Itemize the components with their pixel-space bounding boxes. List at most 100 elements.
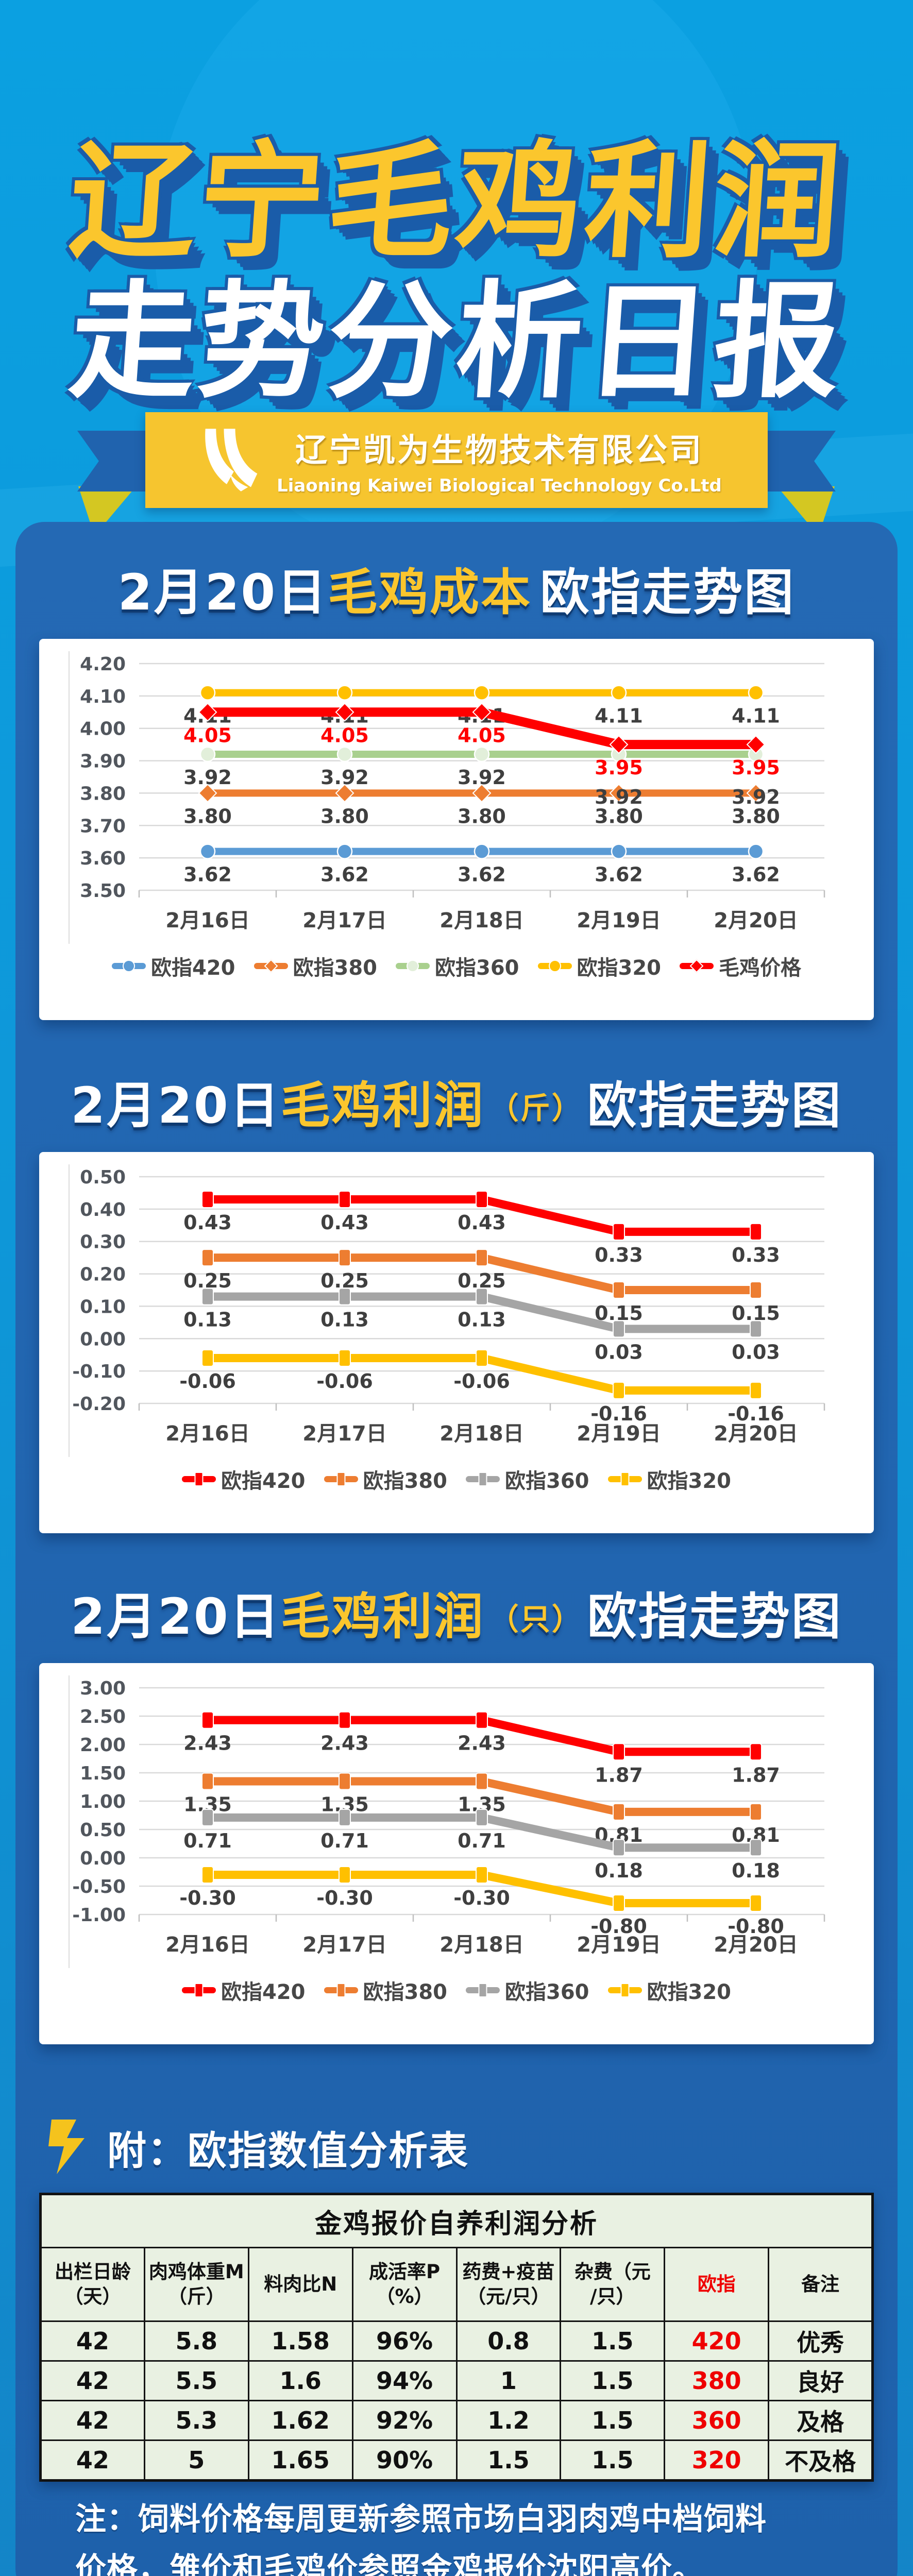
legend-label: 欧指380: [363, 1469, 448, 1493]
company-names: 辽宁凯为生物技术有限公司 Liaoning Kaiwei Biological …: [277, 424, 722, 496]
profit-analysis-table: 金鸡报价自养利润分析 出栏日龄 （天） 肉鸡体重M （斤） 料肉比N 成活率P （%）…: [39, 2193, 874, 2482]
svg-text:2月16日: 2月16日: [165, 1933, 250, 1957]
table-cell: 92%: [351, 2400, 458, 2441]
legend-item: 欧指420: [112, 951, 235, 981]
svg-text:0.43: 0.43: [458, 1211, 506, 1234]
svg-text:0.33: 0.33: [732, 1243, 780, 1266]
svg-text:1.87: 1.87: [732, 1764, 780, 1786]
legend-item: 欧指360: [466, 1464, 589, 1494]
svg-text:2月17日: 2月17日: [302, 1422, 387, 1446]
svg-text:-0.10: -0.10: [72, 1361, 126, 1382]
company-name-cn: 辽宁凯为生物技术有限公司: [295, 431, 703, 469]
footnote-line1: 注：饲料价格每周更新参照市场白羽肉鸡中档饲料: [75, 2501, 767, 2537]
chart-section-profit-jin: 2月20日毛鸡利润 （斤）欧指走势图 0.50 0.40 0.30 0.20 0.10 0.…: [0, 1077, 913, 1533]
section-title-cost: 2月20日毛鸡成本 欧指走势图: [0, 564, 913, 621]
legend-label: 欧指420: [221, 1980, 306, 2004]
table-cell: 5.8: [143, 2320, 249, 2362]
svg-text:2.50: 2.50: [80, 1706, 126, 1727]
svg-text:0.50: 0.50: [80, 1820, 126, 1841]
svg-text:0.03: 0.03: [732, 1341, 780, 1363]
table-cell: 360: [664, 2400, 770, 2441]
table-cell: 1: [455, 2360, 562, 2401]
section-title-profit-bird: 2月20日毛鸡利润 （只）欧指走势图: [0, 1588, 913, 1646]
profit-per-jin-line-chart: 0.50 0.40 0.30 0.20 0.10 0.00 -0.10 -0.20 2月16日 2…: [69, 1164, 825, 1457]
svg-text:0.43: 0.43: [183, 1211, 232, 1234]
svg-text:3.62: 3.62: [183, 863, 232, 886]
table-header-cell: 肉鸡体重M （斤）: [143, 2247, 249, 2322]
table-cell: 0.8: [455, 2320, 562, 2362]
svg-text:2月19日: 2月19日: [577, 1933, 661, 1957]
svg-text:3.80: 3.80: [732, 805, 780, 827]
main-title-line2: 走势分析日报: [65, 269, 848, 415]
svg-text:4.10: 4.10: [80, 686, 126, 707]
main-title-line1: 辽宁毛鸡利润: [65, 129, 848, 275]
svg-text:2月19日: 2月19日: [577, 909, 661, 933]
chart-card-profit-bird: 3.00 2.50 2.00 1.50 1.00 0.50 0.00 -0.50 -1.00 2月…: [39, 1663, 874, 2044]
legend-item: 毛鸡价格: [680, 951, 801, 981]
svg-text:3.90: 3.90: [80, 751, 126, 772]
table-cell: 94%: [351, 2360, 458, 2401]
svg-text:4.05: 4.05: [320, 724, 369, 747]
svg-text:3.80: 3.80: [458, 805, 506, 827]
analysis-heading-text: 附：欧指数值分析表: [107, 2128, 469, 2174]
svg-text:3.00: 3.00: [80, 1678, 126, 1699]
svg-text:-1.00: -1.00: [72, 1905, 126, 1926]
legend-label: 欧指420: [221, 1469, 306, 1493]
svg-text:3.62: 3.62: [732, 863, 780, 886]
svg-text:-0.16: -0.16: [590, 1402, 647, 1425]
table-cell: 420: [664, 2320, 770, 2362]
table-row: 42 5 1.65 90% 1.5 1.5 320 不及格: [40, 2439, 873, 2481]
legend-label: 欧指360: [435, 956, 519, 980]
svg-text:3.95: 3.95: [595, 756, 643, 779]
svg-text:1.00: 1.00: [80, 1791, 126, 1812]
svg-text:3.50: 3.50: [80, 880, 126, 902]
chart-section-cost: 2月20日毛鸡成本 欧指走势图 4.20 4.10 4.00 3.90 3.80 3.70 3…: [0, 564, 913, 1020]
svg-text:0.13: 0.13: [320, 1308, 369, 1331]
table-cell: 1.62: [247, 2400, 353, 2441]
svg-text:0.18: 0.18: [595, 1859, 643, 1882]
legend-label: 毛鸡价格: [719, 956, 801, 980]
svg-text:2月17日: 2月17日: [302, 1933, 387, 1957]
chart-legend: 欧指420 欧指380 欧指360 欧指320: [39, 1460, 874, 1498]
svg-text:3.92: 3.92: [458, 766, 506, 789]
section-title-suffix: 欧指走势图: [540, 564, 796, 621]
svg-text:1.87: 1.87: [595, 1764, 643, 1786]
svg-text:0.20: 0.20: [80, 1264, 126, 1285]
table-cell: 1.5: [560, 2400, 666, 2441]
svg-text:-0.30: -0.30: [179, 1887, 236, 1909]
svg-text:-0.80: -0.80: [728, 1915, 784, 1938]
table-cell: 320: [664, 2439, 770, 2481]
svg-text:2月16日: 2月16日: [165, 1422, 250, 1446]
table-cell: 1.65: [247, 2439, 353, 2481]
table-cell: 不及格: [768, 2439, 873, 2481]
analysis-heading: 附：欧指数值分析表: [44, 2119, 469, 2176]
table-header-cell: 药费+疫苗 （元/只）: [455, 2247, 562, 2322]
legend-label: 欧指320: [647, 1980, 732, 2004]
section-title-suffix: 欧指走势图: [587, 1077, 842, 1134]
svg-text:2月18日: 2月18日: [439, 909, 524, 933]
company-ribbon: 辽宁凯为生物技术有限公司 Liaoning Kaiwei Biological …: [145, 412, 768, 508]
svg-text:0.43: 0.43: [320, 1211, 369, 1234]
svg-text:0.00: 0.00: [80, 1329, 126, 1350]
table-cell: 1.5: [560, 2360, 666, 2401]
section-title-suffix: 欧指走势图: [587, 1588, 842, 1646]
section-title-date: 2月20日: [71, 1588, 281, 1646]
svg-text:3.80: 3.80: [595, 805, 643, 827]
table-cell: 1.5: [560, 2439, 666, 2481]
legend-item: 欧指420: [182, 1975, 306, 2005]
legend-item: 欧指380: [324, 1464, 448, 1494]
profit-per-bird-line-chart: 3.00 2.50 2.00 1.50 1.00 0.50 0.00 -0.50 -1.00 2月…: [69, 1675, 825, 1968]
section-title-profit-jin: 2月20日毛鸡利润 （斤）欧指走势图: [0, 1077, 913, 1134]
svg-text:3.62: 3.62: [595, 863, 643, 886]
table-cell: 42: [40, 2320, 145, 2362]
svg-text:3.80: 3.80: [183, 805, 232, 827]
svg-text:-0.06: -0.06: [179, 1370, 236, 1393]
table-cell: 1.2: [455, 2400, 562, 2441]
legend-label: 欧指360: [505, 1469, 589, 1493]
legend-item: 欧指360: [466, 1975, 589, 2005]
svg-text:2.43: 2.43: [458, 1732, 506, 1754]
table-row: 42 5.3 1.62 92% 1.2 1.5 360 及格: [40, 2400, 873, 2441]
svg-text:2.00: 2.00: [80, 1735, 126, 1756]
company-logo-icon: [205, 429, 258, 492]
